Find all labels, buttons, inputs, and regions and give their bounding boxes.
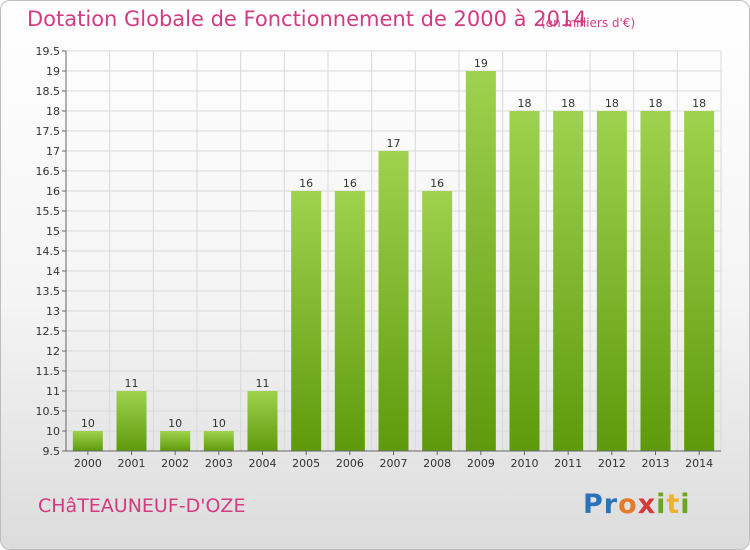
- x-tick-label: 2008: [423, 457, 451, 470]
- y-tick-label: 16.5: [36, 165, 61, 178]
- x-axis: 2000 2001 2002 2003 2004 2005 2006 2007 2008 2009…: [66, 450, 721, 470]
- y-tick-label: 19.5: [36, 45, 61, 58]
- data-label: 18: [561, 97, 575, 110]
- bar: [465, 71, 496, 451]
- logo-letter: i: [680, 489, 691, 520]
- y-tick-label: 14: [46, 265, 60, 278]
- x-tick-label: 2000: [74, 457, 102, 470]
- commune-name: CHâTEAUNEUF-D'OZE: [38, 495, 246, 517]
- data-label: 18: [649, 97, 663, 110]
- y-tick-label: 17: [46, 145, 60, 158]
- chart-title: Dotation Globale de Fonctionnement de 20…: [27, 7, 587, 31]
- y-tick-label: 13: [46, 305, 60, 318]
- data-label: 17: [387, 137, 401, 150]
- y-axis: 9.5 10 10.5 11 11.5 12 12.5 13 13.5 14 14.5 15 15.5 1…: [36, 45, 67, 458]
- data-label: 19: [474, 57, 488, 70]
- y-tick-label: 10: [46, 425, 60, 438]
- x-tick-label: 2014: [685, 457, 713, 470]
- data-label: 11: [256, 377, 270, 390]
- x-tick-label: 2006: [336, 457, 364, 470]
- y-tick-label: 15: [46, 225, 60, 238]
- data-label: 16: [343, 177, 357, 190]
- y-tick-label: 10.5: [36, 405, 61, 418]
- logo-letter: o: [618, 489, 638, 520]
- y-tick-label: 18.5: [36, 85, 61, 98]
- bar: [72, 431, 103, 451]
- y-tick-label: 9.5: [43, 445, 61, 458]
- y-tick-label: 14.5: [36, 245, 61, 258]
- x-tick-label: 2010: [511, 457, 539, 470]
- y-tick-label: 19: [46, 65, 60, 78]
- y-tick-label: 15.5: [36, 205, 61, 218]
- data-label: 16: [430, 177, 444, 190]
- bar: [247, 391, 278, 451]
- bar: [116, 391, 147, 451]
- x-tick-label: 2003: [205, 457, 233, 470]
- data-label: 11: [125, 377, 139, 390]
- logo-letter: t: [666, 489, 681, 520]
- proxiti-logo[interactable]: Proxiti: [583, 489, 691, 520]
- data-label: 16: [299, 177, 313, 190]
- logo-letter: x: [637, 489, 657, 520]
- data-label: 18: [605, 97, 619, 110]
- x-tick-label: 2007: [380, 457, 408, 470]
- x-tick-label: 2009: [467, 457, 495, 470]
- data-label: 18: [692, 97, 706, 110]
- data-label: 10: [212, 417, 226, 430]
- bar: [334, 191, 365, 451]
- logo-letter: P: [583, 489, 604, 520]
- bar: [203, 431, 234, 451]
- data-label: 10: [168, 417, 182, 430]
- y-tick-label: 11.5: [36, 365, 61, 378]
- bar: [422, 191, 453, 451]
- bar: [684, 111, 715, 451]
- logo-letter: r: [603, 489, 619, 520]
- bar: [378, 151, 409, 451]
- bar: [291, 191, 322, 451]
- bars: 10 11 10 10 11 16 16 17 16 19 18 18 18 18 18: [72, 57, 715, 451]
- y-tick-label: 16: [46, 185, 60, 198]
- logo-letter: i: [656, 489, 667, 520]
- y-tick-label: 18: [46, 105, 60, 118]
- chart-subtitle: (en milliers d'€): [541, 16, 636, 30]
- x-tick-label: 2011: [554, 457, 582, 470]
- data-label: 10: [81, 417, 95, 430]
- y-tick-label: 12.5: [36, 325, 61, 338]
- x-tick-label: 2005: [292, 457, 320, 470]
- x-tick-label: 2013: [642, 457, 670, 470]
- bar: [640, 111, 671, 451]
- bar: [553, 111, 584, 451]
- y-tick-label: 13.5: [36, 285, 61, 298]
- x-tick-label: 2001: [118, 457, 146, 470]
- y-tick-label: 17.5: [36, 125, 61, 138]
- x-tick-label: 2012: [598, 457, 626, 470]
- y-tick-label: 11: [46, 385, 60, 398]
- x-tick-label: 2002: [161, 457, 189, 470]
- y-tick-label: 12: [46, 345, 60, 358]
- bar: [509, 111, 540, 451]
- bar: [596, 111, 627, 451]
- bar: [160, 431, 191, 451]
- x-tick-label: 2004: [249, 457, 277, 470]
- data-label: 18: [518, 97, 532, 110]
